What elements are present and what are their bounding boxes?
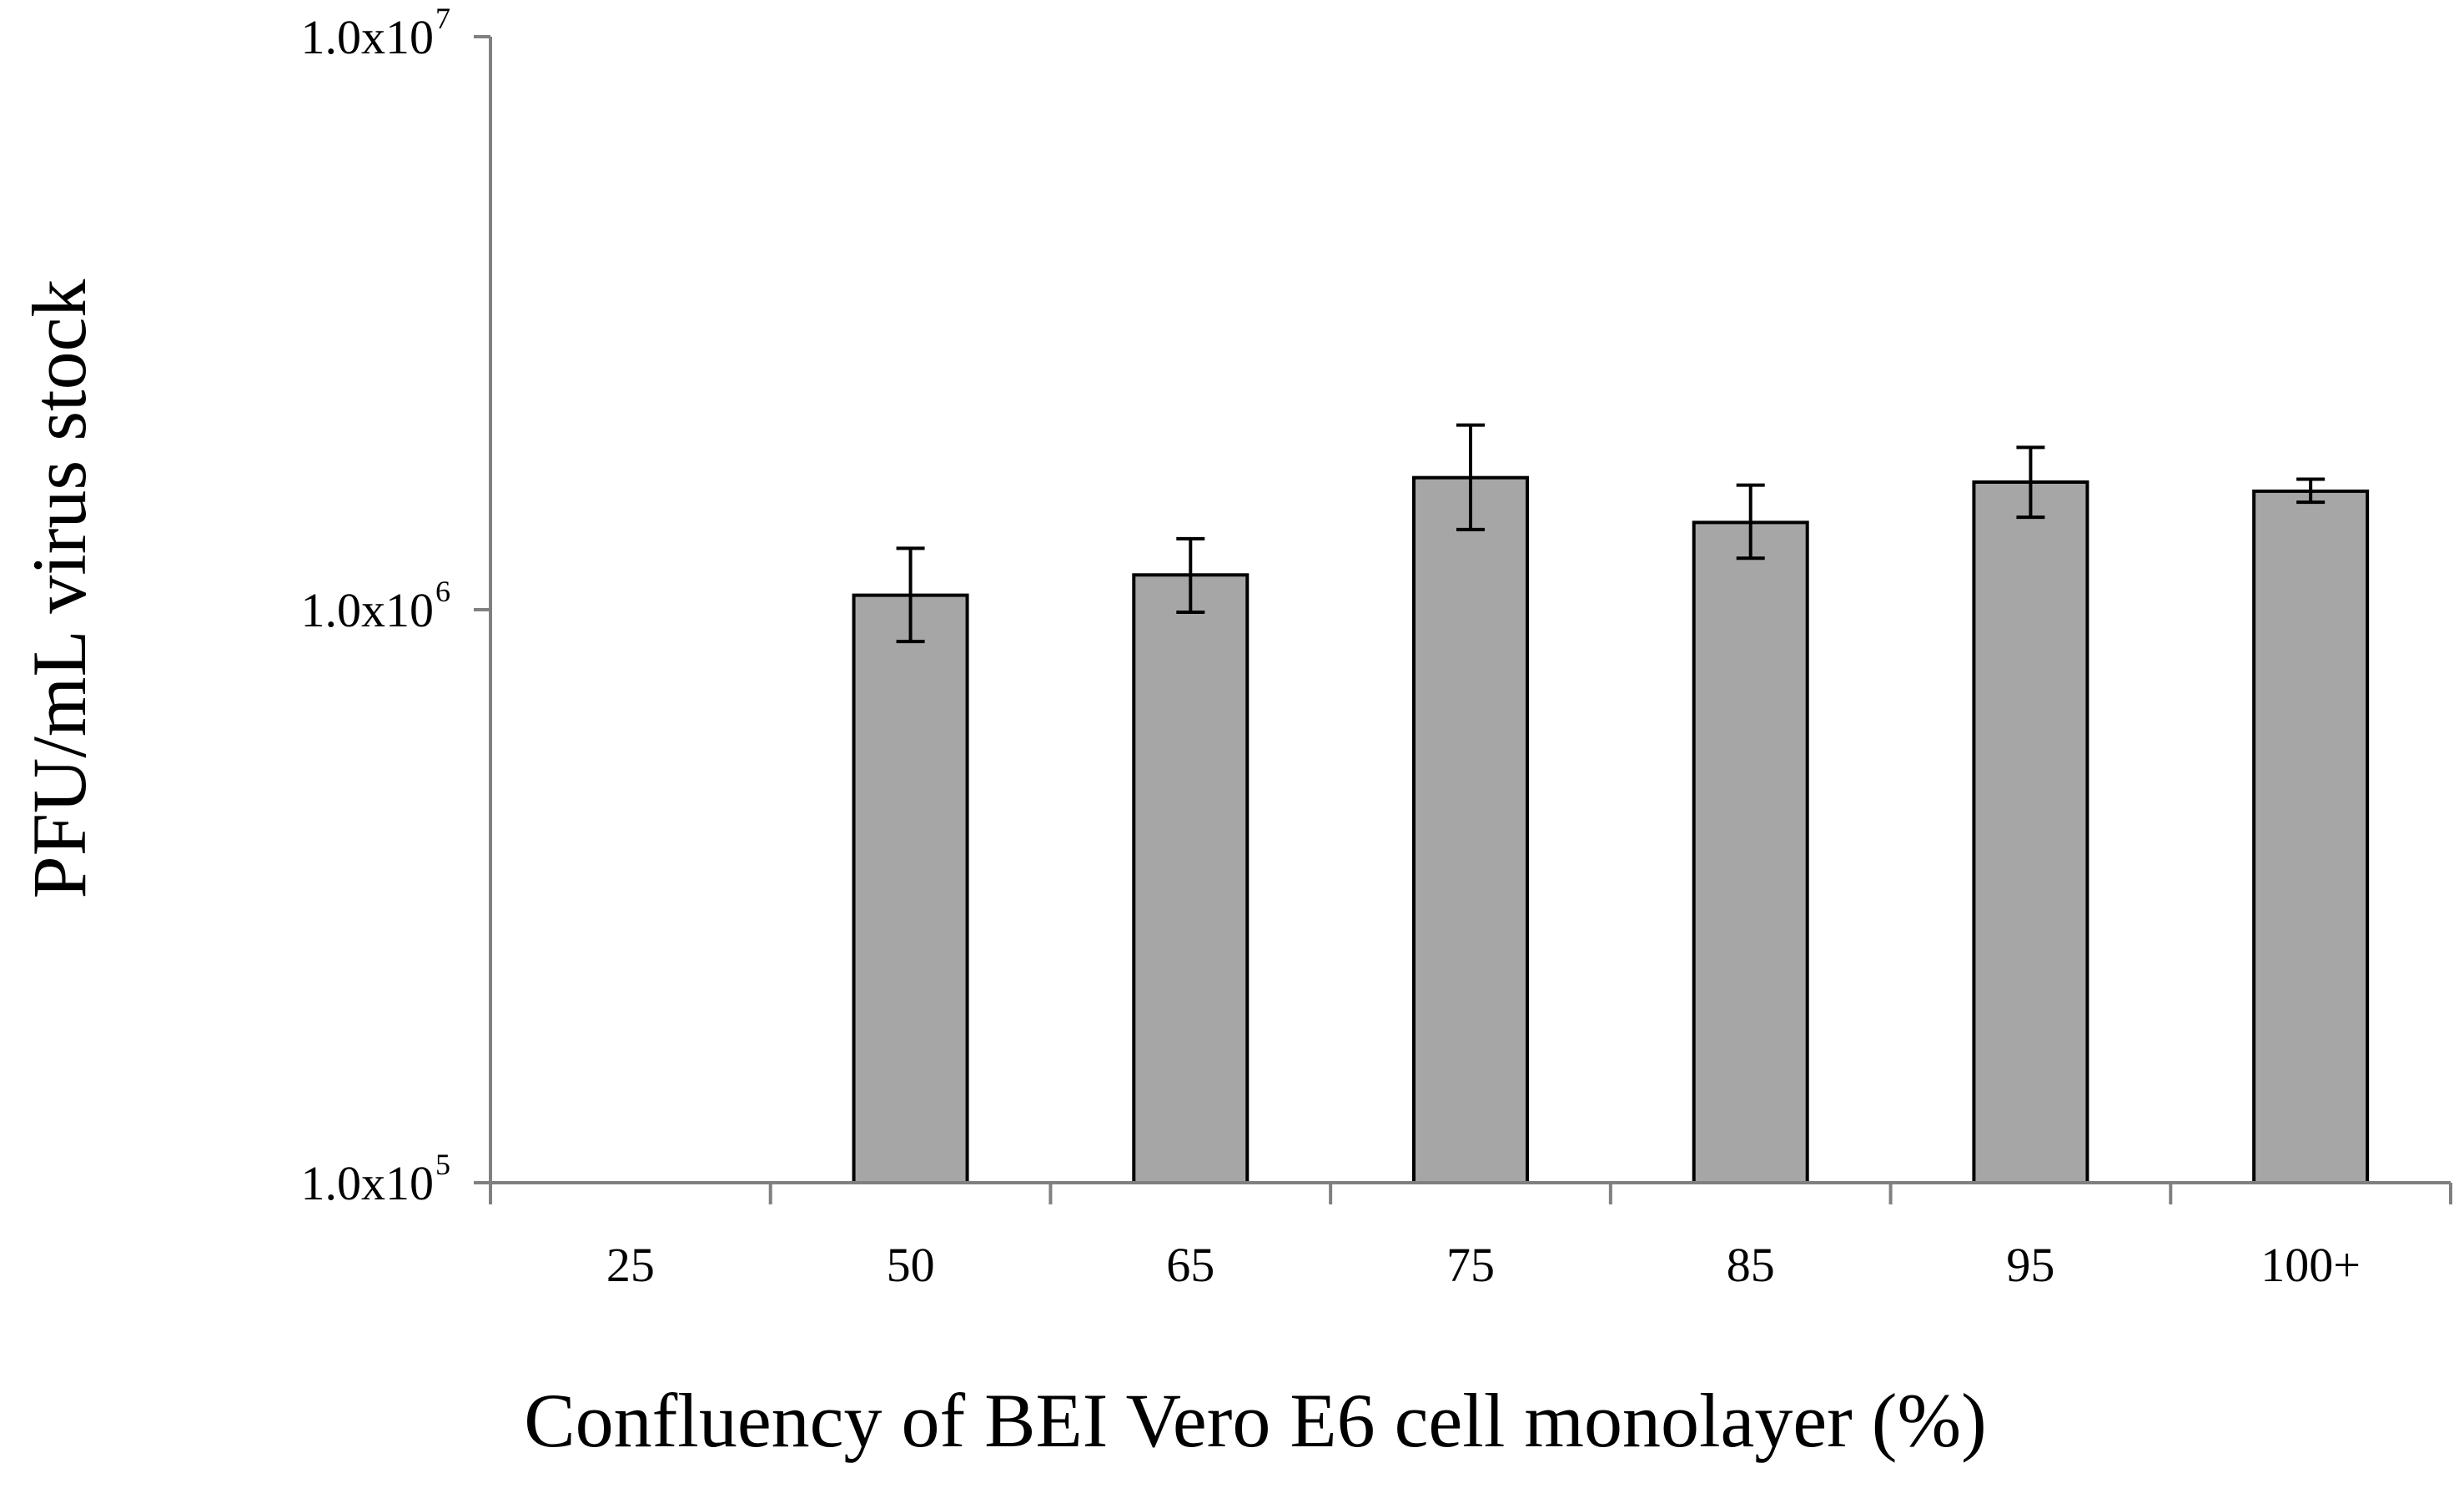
x-tick-label-100+: 100+ (2260, 1238, 2361, 1292)
y-tick-labels-group: 1.0x10 51.0x10 61.0x10 7 (301, 2, 451, 1210)
x-axis-title: Confluency of BEI Vero E6 cell monolayer… (524, 1378, 1986, 1463)
y-tick-label-6: 1.0x10 (301, 583, 435, 637)
bar-100+ (2252, 489, 2370, 1184)
y-tick-label-5: 1.0x10 (301, 1156, 435, 1210)
y-tick-exponent-6: 6 (435, 575, 450, 608)
bar-95 (1972, 480, 2089, 1184)
x-tick-label-50: 50 (887, 1238, 935, 1292)
error-bars-group (896, 423, 2326, 644)
bar-50 (852, 593, 969, 1184)
y-tick-label-7: 1.0x10 (301, 10, 435, 64)
bar-85 (1692, 520, 1809, 1184)
x-tick-label-95: 95 (2006, 1238, 2054, 1292)
bars-group (852, 475, 2370, 1184)
x-tick-label-85: 85 (1727, 1238, 1775, 1292)
y-axis-title: PFU/mL virus stock (17, 279, 102, 899)
x-tick-labels-group: 25 50 65 75 85 95 100+ (606, 1238, 2361, 1292)
x-tick-label-25: 25 (606, 1238, 655, 1292)
x-tick-label-65: 65 (1166, 1238, 1214, 1292)
bar-75 (1412, 475, 1529, 1184)
x-tick-label-75: 75 (1446, 1238, 1495, 1292)
axes-group (474, 35, 2452, 1204)
y-tick-exponent-5: 5 (435, 1148, 450, 1181)
bar-65 (1132, 573, 1250, 1184)
y-tick-exponent-7: 7 (435, 2, 450, 35)
